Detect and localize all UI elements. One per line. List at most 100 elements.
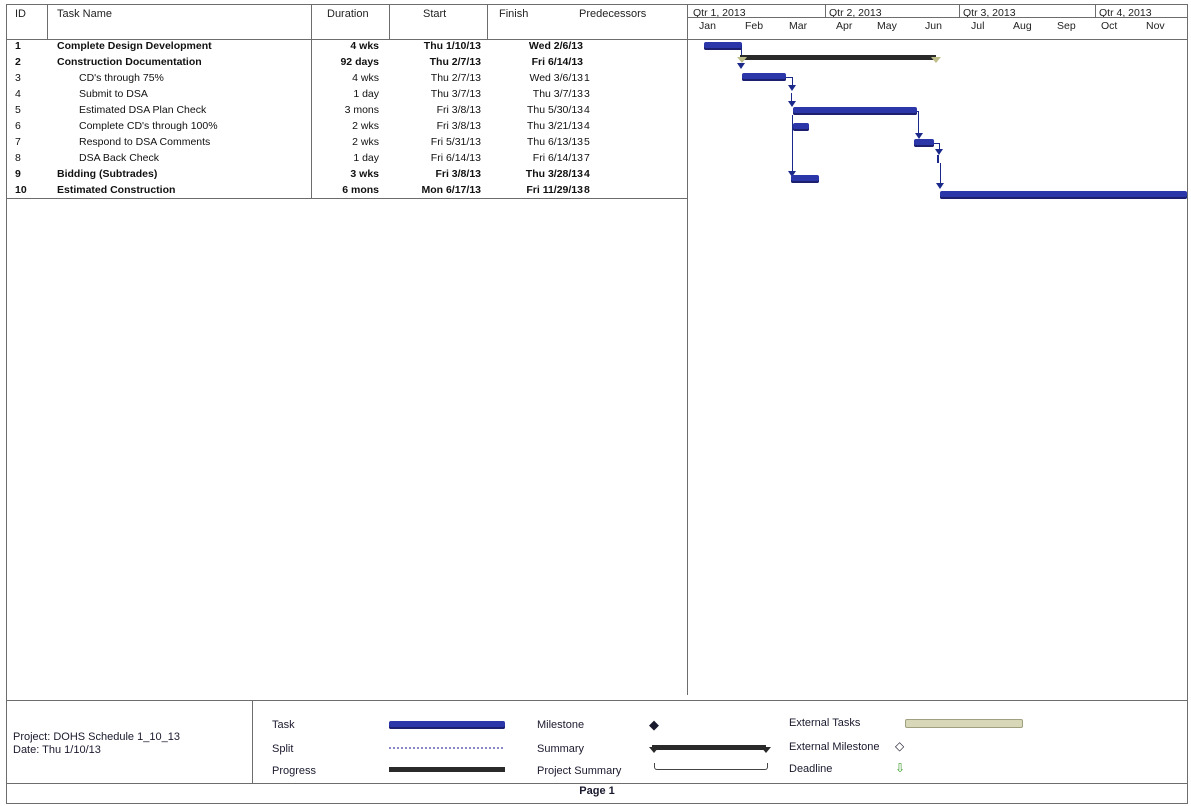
table-row[interactable]: 10 Estimated Construction 6 mons Mon 6/17/1… <box>7 184 687 197</box>
task-bar[interactable] <box>742 73 786 81</box>
row-predecessors: 4 <box>584 104 590 116</box>
col-pred-header[interactable]: Predecessors <box>579 8 647 20</box>
table-row[interactable]: 8 DSA Back Check 1 day Fri 6/14/13 Fri 6/14/… <box>7 152 687 165</box>
row-duration: 6 mons <box>342 184 379 196</box>
row-predecessors: 1 <box>584 72 590 84</box>
month-label: May <box>877 20 897 32</box>
table-row[interactable]: 4 Submit to DSA 1 day Thu 3/7/13 Thu 3/7/13 3 <box>7 88 687 101</box>
row-start: Fri 5/31/13 <box>430 136 481 148</box>
table-row[interactable]: 5 Estimated DSA Plan Check 3 mons Fri 3/8/1… <box>7 104 687 117</box>
table-row[interactable]: 1 Complete Design Development 4 wks Thu 1/1… <box>7 40 687 53</box>
summary-bar[interactable] <box>740 55 936 60</box>
row-start: Thu 3/7/13 <box>430 88 481 100</box>
row-predecessors: 4 <box>584 168 590 180</box>
col-divider <box>487 5 488 39</box>
row-task-name: Complete Design Development <box>57 40 212 52</box>
row-finish: Thu 3/21/13 <box>526 120 583 132</box>
legend-split-swatch <box>389 747 505 749</box>
legend-external-swatch <box>905 719 1023 728</box>
quarter-label: Qtr 3, 2013 <box>963 7 1016 19</box>
row-finish: Wed 2/6/13 <box>528 40 583 52</box>
legend-split-label: Split <box>272 743 294 755</box>
row-finish: Fri 6/14/13 <box>532 152 583 164</box>
row-start: Fri 3/8/13 <box>435 168 481 180</box>
task-bar[interactable] <box>793 107 917 115</box>
page-footer: Page 1 <box>579 785 615 797</box>
dependency-arrow <box>788 101 796 107</box>
legend-divider <box>252 701 253 783</box>
quarter-label: Qtr 2, 2013 <box>829 7 882 19</box>
task-bar[interactable] <box>793 123 809 131</box>
col-finish-header[interactable]: Finish <box>499 8 529 20</box>
month-label: Apr <box>836 20 853 32</box>
legend-external-tasks-label: External Tasks <box>789 717 861 729</box>
table-row[interactable]: 3 CD's through 75% 4 wks Thu 2/7/13 Wed 3/6/… <box>7 72 687 85</box>
row-id: 4 <box>15 88 21 100</box>
row-start: Fri 3/8/13 <box>436 120 481 132</box>
month-label: Sep <box>1057 20 1076 32</box>
table-row[interactable]: 6 Complete CD's through 100% 2 wks Fri 3/8/… <box>7 120 687 133</box>
task-bar[interactable] <box>791 175 819 183</box>
quarter-divider <box>1095 5 1096 17</box>
dependency-line <box>939 143 940 153</box>
row-duration: 1 day <box>353 88 379 100</box>
task-bar[interactable] <box>914 139 934 147</box>
task-bar[interactable] <box>940 191 1187 199</box>
quarter-label: Qtr 4, 2013 <box>1099 7 1152 19</box>
row-finish: Thu 3/28/13 <box>525 168 583 180</box>
col-duration-header[interactable]: Duration <box>327 8 369 20</box>
row-finish: Thu 3/7/13 <box>532 88 583 100</box>
project-info: Project: DOHS Schedule 1_10_13 Date: Thu… <box>13 731 180 757</box>
legend-task-label: Task <box>272 719 295 731</box>
task-bar[interactable] <box>704 42 742 50</box>
legend-project-summary-label: Project Summary <box>537 765 622 777</box>
dependency-arrow <box>915 133 923 139</box>
row-start: Thu 1/10/13 <box>423 40 481 52</box>
row-start: Fri 3/8/13 <box>436 104 481 116</box>
row-duration: 3 mons <box>344 104 379 116</box>
row-id: 3 <box>15 72 21 84</box>
summary-end-tip <box>931 57 941 63</box>
row-finish: Thu 5/30/13 <box>526 104 583 116</box>
col-id-header[interactable]: ID <box>15 8 26 20</box>
dependency-line <box>918 111 919 136</box>
dependency-arrow <box>737 63 745 69</box>
legend-progress-swatch <box>389 767 505 772</box>
legend-summary-label: Summary <box>537 743 585 755</box>
col-start-header[interactable]: Start <box>423 8 447 20</box>
row-task-name: Submit to DSA <box>79 88 148 100</box>
table-row[interactable]: 9 Bidding (Subtrades) 3 wks Fri 3/8/13 Thu 3… <box>7 168 687 181</box>
col-name-header[interactable]: Task Name <box>57 8 113 20</box>
row-start: Thu 2/7/13 <box>430 72 481 84</box>
row-start: Mon 6/17/13 <box>421 184 481 196</box>
row-duration: 4 wks <box>352 72 379 84</box>
table-row[interactable]: 7 Respond to DSA Comments 2 wks Fri 5/31/13… <box>7 136 687 149</box>
row-task-name: Respond to DSA Comments <box>79 136 211 148</box>
milestone-diamond-icon: ◆ <box>649 717 659 732</box>
dependency-line <box>792 115 793 179</box>
row-duration: 2 wks <box>352 120 379 132</box>
row-id: 7 <box>15 136 21 148</box>
row-id: 6 <box>15 120 21 132</box>
month-label: Jul <box>971 20 985 32</box>
row-predecessors: 8 <box>584 184 590 196</box>
row-finish: Thu 6/13/13 <box>526 136 583 148</box>
external-milestone-diamond-icon: ◇ <box>895 739 905 753</box>
dependency-arrow <box>935 149 943 155</box>
row-task-name: Estimated DSA Plan Check <box>79 104 207 116</box>
table-row[interactable]: 2 Construction Documentation 92 days Thu 2/… <box>7 56 687 69</box>
row-predecessors: 7 <box>584 152 590 164</box>
dependency-line <box>940 163 941 185</box>
project-name: Project: DOHS Schedule 1_10_13 <box>13 731 180 743</box>
row-id: 5 <box>15 104 21 116</box>
legend-progress-label: Progress <box>272 765 317 777</box>
row-id: 9 <box>15 168 21 180</box>
gantt-frame: ID Task Name Duration Start Finish Prede… <box>6 4 1188 804</box>
row-id: 1 <box>15 40 21 52</box>
dependency-line <box>786 77 792 78</box>
row-task-name: Complete CD's through 100% <box>79 120 218 132</box>
quarter-label: Qtr 1, 2013 <box>693 7 746 19</box>
row-finish: Fri 6/14/13 <box>531 56 583 68</box>
legend-task-swatch <box>389 721 505 729</box>
dependency-line <box>791 93 792 105</box>
